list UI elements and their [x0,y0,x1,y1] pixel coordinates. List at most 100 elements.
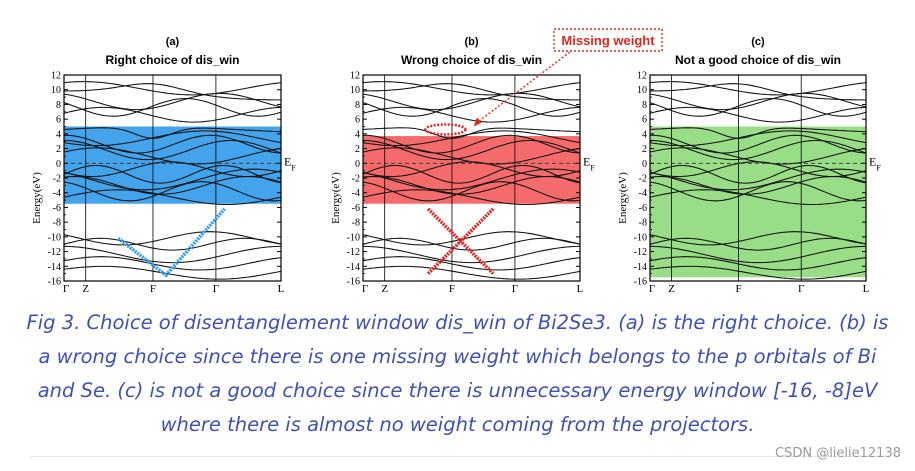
y-tick-label: -16 [48,277,61,288]
y-tick-label: -16 [347,277,360,288]
band-line [362,92,581,111]
y-tick-label: -8 [352,218,360,229]
y-tick-label: 10 [51,85,61,96]
y-tick-label: -12 [48,247,61,258]
x-tick-label: Γ [798,283,804,295]
band-line [649,92,867,111]
band-line [63,265,282,280]
x-tick-label: L [863,283,870,295]
x-tick-label: Γ [213,283,219,295]
y-tick-label: -6 [53,203,61,214]
band-line [362,81,581,96]
band-line [363,83,581,101]
band-line [363,245,580,264]
band-line [362,97,581,117]
y-tick-label: -8 [53,218,61,229]
band-line [362,265,581,280]
x-tick-label: Γ [63,283,69,295]
x-tick-label: Z [668,283,675,295]
y-tick-label: 8 [642,100,647,111]
band-line [649,164,867,184]
band-line [362,181,581,202]
divider [30,456,885,457]
band-line [649,189,867,206]
y-tick-label: -10 [48,232,61,243]
band-line [649,265,867,280]
y-tick-label: 12 [637,71,647,82]
y-tick-label: 6 [355,115,360,126]
band-line [63,92,282,111]
band-line [63,134,282,154]
y-tick-label: 0 [642,159,647,170]
arrow-head [473,117,482,127]
check-mark [117,207,226,278]
y-tick-label: -10 [347,232,360,243]
annotation-text: Missing weight [561,33,655,48]
band-line [649,256,867,271]
missing-weight-ellipse [424,123,467,136]
band-line [64,139,282,161]
fermi-label: EF [583,154,595,172]
band-line [362,134,581,154]
band-line [650,245,866,264]
y-tick-label: -4 [352,188,360,199]
y-tick-label: -10 [634,232,647,243]
panel-title: Not a good choice of dis_win [675,53,841,67]
y-tick-label: 6 [56,115,61,126]
band-line [650,139,867,161]
y-axis-label: Energy(eV) [330,172,342,224]
band-line [63,106,282,123]
y-tick-label: 12 [51,71,61,82]
y-tick-label: 0 [355,159,360,170]
band-line [362,127,581,139]
x-tick-label: L [278,283,285,295]
band-line [64,83,282,101]
watermark: CSDN @lielie12138 [775,446,901,461]
annotation-arrow [475,47,576,125]
y-tick-label: -2 [639,174,647,185]
y-tick-label: -14 [347,262,360,273]
y-tick-label: -2 [352,174,360,185]
y-tick-label: -4 [53,188,61,199]
y-tick-label: 2 [355,144,360,155]
y-tick-label: 8 [56,100,61,111]
y-tick-label: -14 [634,262,647,273]
band-line [362,237,581,251]
y-tick-label: 8 [355,100,360,111]
y-tick-label: -6 [639,203,647,214]
x-tick-label: Z [82,283,89,295]
y-tick-label: -8 [639,218,647,229]
band-line [649,106,867,123]
cross-mark [426,207,495,275]
y-tick-label: 6 [642,115,647,126]
x-tick-label: F [449,283,455,295]
x-tick-label: Γ [512,283,518,295]
panel-label: (a) [166,36,180,48]
x-tick-label: Γ [649,283,655,295]
band-line [363,139,581,161]
y-tick-label: 12 [350,71,360,82]
band-line [649,134,867,154]
band-line [63,164,282,184]
fermi-label: EF [869,154,881,172]
y-tick-label: 2 [642,144,647,155]
fermi-label: EF [284,154,296,172]
y-axis-label: Energy(eV) [31,172,43,224]
band-line [649,231,867,246]
y-tick-label: 10 [350,85,360,96]
y-tick-label: 4 [355,129,360,140]
band-line [649,81,867,96]
y-tick-label: -4 [639,188,647,199]
band-line [63,127,282,139]
energy-window [650,126,866,278]
band-line [63,81,282,96]
y-tick-label: -2 [53,174,61,185]
x-tick-label: F [735,283,741,295]
y-tick-label: -12 [347,247,360,258]
panel-title: Right choice of dis_win [105,53,239,67]
band-line [362,164,581,184]
y-tick-label: -12 [634,247,647,258]
x-tick-label: Z [381,283,388,295]
x-tick-label: F [150,283,156,295]
panel-title: Wrong choice of dis_win [401,53,542,67]
